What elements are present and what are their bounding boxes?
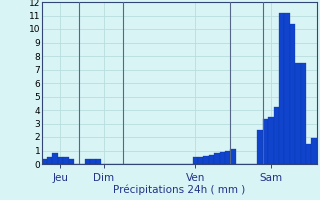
Bar <box>214 153 220 164</box>
Bar <box>198 157 204 164</box>
Bar <box>230 149 236 164</box>
Bar <box>42 159 47 164</box>
Bar <box>225 151 230 164</box>
Bar <box>279 13 284 164</box>
Bar <box>47 157 52 164</box>
Bar <box>268 117 274 164</box>
Bar <box>90 159 96 164</box>
Bar <box>58 157 63 164</box>
Bar <box>220 152 225 164</box>
Bar <box>63 157 68 164</box>
Bar <box>204 156 209 164</box>
Bar <box>52 153 58 164</box>
Bar <box>290 24 295 164</box>
Bar <box>193 157 198 164</box>
Bar <box>295 63 300 164</box>
Bar <box>263 119 268 164</box>
Bar <box>306 144 311 164</box>
Bar <box>68 159 74 164</box>
Bar <box>300 63 306 164</box>
Bar <box>96 159 101 164</box>
X-axis label: Précipitations 24h ( mm ): Précipitations 24h ( mm ) <box>113 184 245 195</box>
Bar <box>258 130 263 164</box>
Bar <box>284 13 290 164</box>
Bar <box>274 107 279 164</box>
Bar <box>85 159 90 164</box>
Bar <box>209 155 214 164</box>
Bar <box>311 138 317 164</box>
